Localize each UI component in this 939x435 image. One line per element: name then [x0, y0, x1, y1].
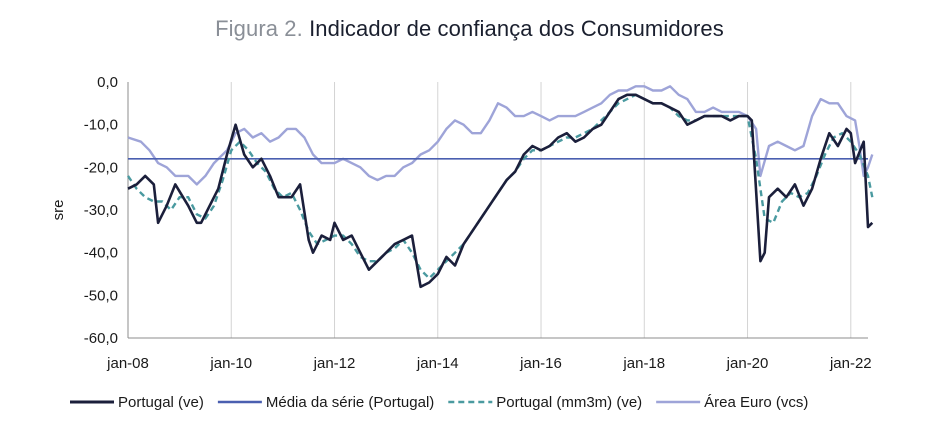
y-axis-title: sre [50, 200, 67, 221]
series-line-area-euro [127, 85, 874, 186]
y-tick-label: -60,0 [84, 330, 118, 347]
series-line-portugal [127, 93, 874, 289]
legend-label: Área Euro (vcs) [704, 394, 808, 411]
legend-label: Média da série (Portugal) [266, 394, 434, 411]
legend-label: Portugal (ve) [118, 394, 204, 411]
x-tick-label: jan-12 [313, 355, 356, 372]
figure-number: Figura 2. [215, 16, 303, 41]
x-tick-label: jan-18 [622, 355, 665, 372]
x-tick-label: jan-14 [416, 355, 459, 372]
x-tick-label: jan-10 [209, 355, 252, 372]
y-tick-label: -30,0 [84, 202, 118, 219]
x-tick-label: jan-08 [106, 355, 149, 372]
y-tick-label: 0,0 [97, 74, 118, 91]
x-tick-label: jan-22 [829, 355, 872, 372]
chart-title: Figura 2. Indicador de confiança dos Con… [0, 16, 939, 42]
y-tick-label: -50,0 [84, 287, 118, 304]
y-tick-label: -40,0 [84, 245, 118, 262]
figure-title: Indicador de confiança dos Consumidores [309, 16, 724, 41]
x-tick-label: jan-20 [726, 355, 769, 372]
x-tick-label: jan-16 [519, 355, 562, 372]
y-tick-label: -10,0 [84, 117, 118, 134]
legend-label: Portugal (mm3m) (ve) [496, 394, 642, 411]
y-tick-label: -20,0 [84, 159, 118, 176]
